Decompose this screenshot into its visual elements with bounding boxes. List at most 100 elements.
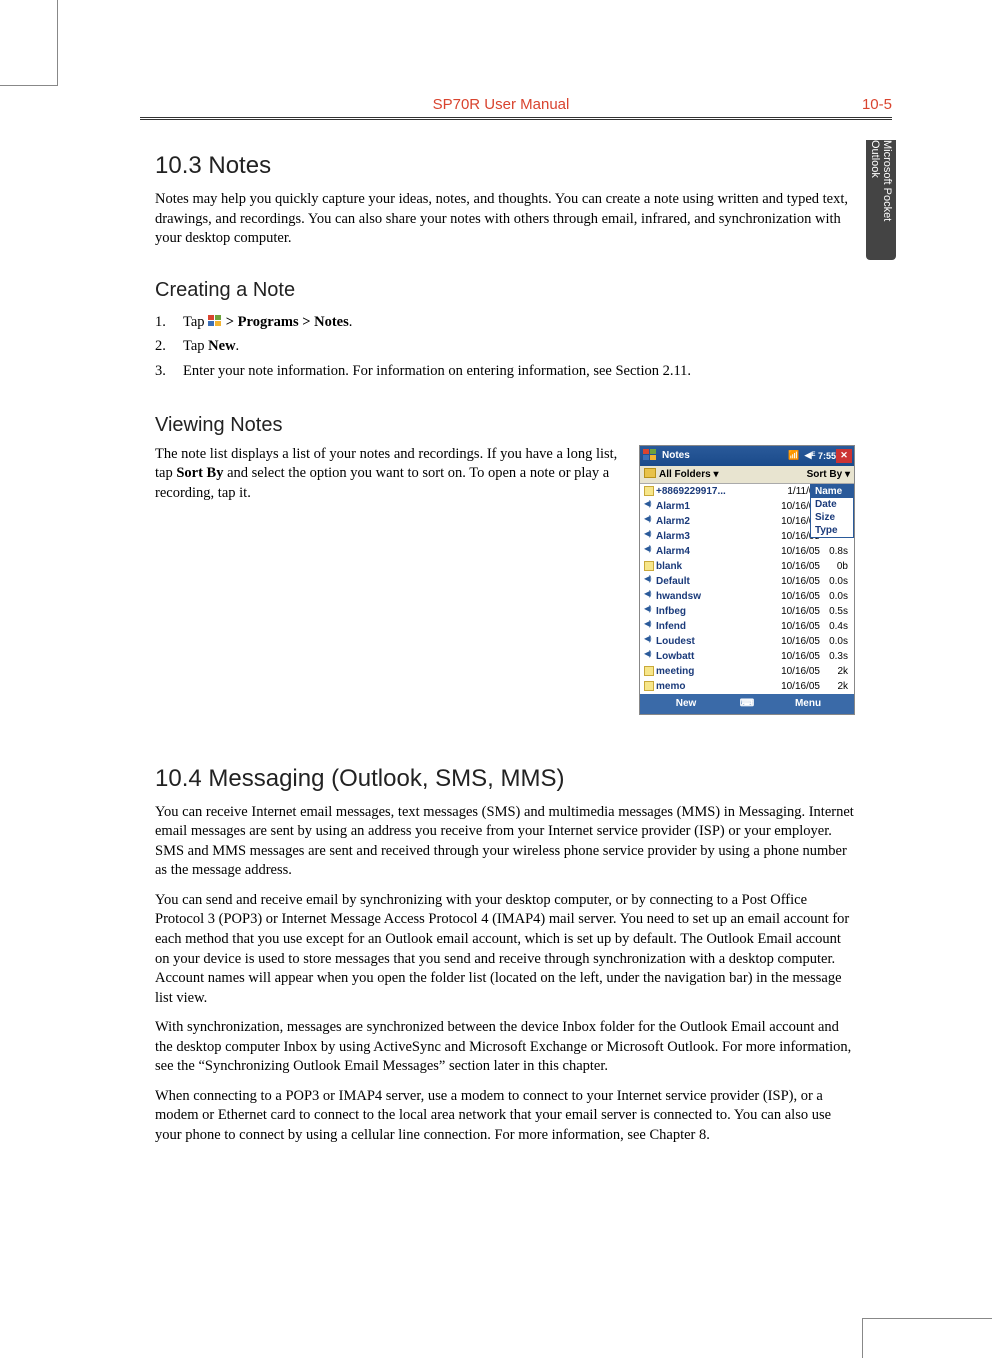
side-tab: Microsoft Pocket Outlook xyxy=(866,140,896,260)
section-10-4-heading: 10.4 Messaging (Outlook, SMS, MMS) xyxy=(155,765,855,793)
note-list-row: Loudest10/16/050.0s xyxy=(640,634,854,649)
sound-icon xyxy=(642,591,656,601)
sort-date: Date xyxy=(811,498,853,511)
sort-menu-popup: Name Date Size Type xyxy=(810,484,854,538)
step-1: 1. Tap > Programs > Notes. xyxy=(155,310,855,335)
note-list-row: meeting10/16/052k xyxy=(640,664,854,679)
new-button: New xyxy=(640,698,732,709)
note-name: memo xyxy=(656,681,768,692)
page-header: SP70R User Manual 10-5 xyxy=(140,96,892,120)
note-icon xyxy=(642,486,656,496)
note-date: 10/16/05 xyxy=(768,666,820,677)
sound-icon xyxy=(642,606,656,616)
speaker-icon: ◀ᴱ xyxy=(802,450,818,461)
note-size: 0b xyxy=(820,561,852,572)
note-name: +8869229917... xyxy=(656,486,768,497)
crop-mark-top-left xyxy=(0,0,58,86)
folder-icon xyxy=(644,468,656,478)
note-date: 10/16/05 xyxy=(768,546,820,557)
note-name: Alarm2 xyxy=(656,516,768,527)
note-icon xyxy=(642,666,656,676)
note-size: 0.0s xyxy=(820,636,852,647)
step-2: 2. Tap New. xyxy=(155,334,855,359)
note-name: Loudest xyxy=(656,636,768,647)
note-list-row: Lowbatt10/16/050.3s xyxy=(640,649,854,664)
note-date: 10/16/05 xyxy=(768,636,820,647)
sound-icon xyxy=(642,516,656,526)
creating-note-heading: Creating a Note xyxy=(155,279,855,302)
sound-icon xyxy=(642,531,656,541)
note-date: 10/16/05 xyxy=(768,606,820,617)
note-size: 2k xyxy=(820,666,852,677)
note-size: 0.0s xyxy=(820,591,852,602)
note-list-row: memo10/16/052k xyxy=(640,679,854,694)
viewing-notes-para: The note list displays a list of your no… xyxy=(155,445,619,504)
note-name: Lowbatt xyxy=(656,651,768,662)
note-size: 0.3s xyxy=(820,651,852,662)
note-date: 10/16/05 xyxy=(768,591,820,602)
note-list-row: hwandsw10/16/050.0s xyxy=(640,589,854,604)
note-list-row: Default10/16/050.0s xyxy=(640,574,854,589)
crop-mark-bottom-right xyxy=(862,1318,992,1358)
note-size: 0.0s xyxy=(820,576,852,587)
note-list-row: blank10/16/050b xyxy=(640,559,854,574)
keyboard-icon: ⌨ xyxy=(732,698,762,709)
viewing-notes-heading: Viewing Notes xyxy=(155,414,855,437)
sort-name: Name xyxy=(811,485,853,498)
close-icon: ✕ xyxy=(836,449,852,463)
note-name: meeting xyxy=(656,666,768,677)
note-name: hwandsw xyxy=(656,591,768,602)
sound-icon xyxy=(642,501,656,511)
notes-app-screenshot: Notes 📶 ◀ᴱ 7:55 ✕ All Folders ▾ Sort By … xyxy=(639,445,855,715)
note-date: 10/16/05 xyxy=(768,576,820,587)
sort-by-selector: Sort By ▾ xyxy=(807,469,850,480)
note-size: 0.8s xyxy=(820,546,852,557)
messaging-p4: When connecting to a POP3 or IMAP4 serve… xyxy=(155,1087,855,1146)
ss-folderbar: All Folders ▾ Sort By ▾ xyxy=(640,466,854,484)
note-date: 10/16/05 xyxy=(768,651,820,662)
ss-title: Notes xyxy=(658,450,786,461)
note-list-row: Infbeg10/16/050.5s xyxy=(640,604,854,619)
note-name: Alarm1 xyxy=(656,501,768,512)
manual-title: SP70R User Manual xyxy=(433,96,570,113)
sound-icon xyxy=(642,636,656,646)
note-size: 2k xyxy=(820,681,852,692)
note-name: Alarm3 xyxy=(656,531,768,542)
sort-type: Type xyxy=(811,524,853,537)
note-name: Infend xyxy=(656,621,768,632)
note-icon xyxy=(642,561,656,571)
section-10-3-heading: 10.3 Notes xyxy=(155,152,855,180)
note-name: Default xyxy=(656,576,768,587)
note-date: 10/16/05 xyxy=(768,681,820,692)
note-name: blank xyxy=(656,561,768,572)
messaging-p1: You can receive Internet email messages,… xyxy=(155,803,855,881)
ss-note-list: +8869229917...1/11/06Alarm110/16/05Alarm… xyxy=(640,484,854,694)
menu-button: Menu xyxy=(762,698,854,709)
sound-icon xyxy=(642,576,656,586)
note-icon xyxy=(642,681,656,691)
note-date: 10/16/05 xyxy=(768,561,820,572)
creating-note-steps: 1. Tap > Programs > Notes. 2. Tap New. 3… xyxy=(155,310,855,384)
note-date: 10/16/05 xyxy=(768,621,820,632)
messaging-p2: You can send and receive email by synchr… xyxy=(155,891,855,1008)
sound-icon xyxy=(642,651,656,661)
ss-bottombar: New ⌨ Menu xyxy=(640,694,854,714)
note-size: 0.5s xyxy=(820,606,852,617)
page-number: 10-5 xyxy=(862,96,892,113)
windows-flag-icon xyxy=(208,315,222,327)
note-size: 0.4s xyxy=(820,621,852,632)
sound-icon xyxy=(642,546,656,556)
folder-selector: All Folders ▾ xyxy=(644,468,807,480)
sort-size: Size xyxy=(811,511,853,524)
step-3: 3. Enter your note information. For info… xyxy=(155,359,855,384)
start-icon xyxy=(642,449,658,462)
messaging-p3: With synchronization, messages are synch… xyxy=(155,1018,855,1077)
ss-titlebar: Notes 📶 ◀ᴱ 7:55 ✕ xyxy=(640,446,854,466)
note-name: Infbeg xyxy=(656,606,768,617)
sound-icon xyxy=(642,621,656,631)
signal-icon: 📶 xyxy=(786,450,802,461)
note-list-row: Alarm410/16/050.8s xyxy=(640,544,854,559)
note-name: Alarm4 xyxy=(656,546,768,557)
notes-intro: Notes may help you quickly capture your … xyxy=(155,190,855,249)
ss-time: 7:55 xyxy=(818,451,834,461)
